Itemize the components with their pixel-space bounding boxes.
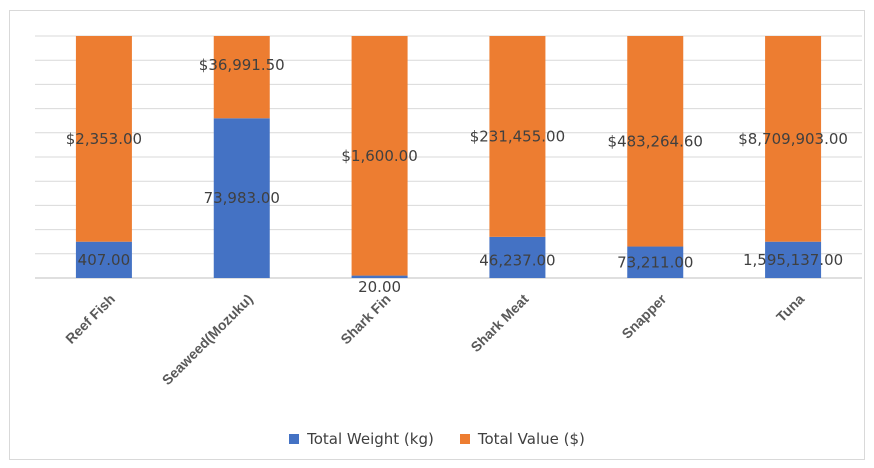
bar-weight-2 [351, 275, 408, 278]
chart-area [9, 10, 865, 460]
bar-weight-3 [489, 236, 546, 278]
bar-value-0 [75, 36, 132, 242]
category-label-2: Shark Fin [337, 291, 393, 347]
bar-value-3 [489, 36, 546, 237]
legend-swatch-weight [289, 434, 300, 444]
data-label-weight-1: 73,983.00 [204, 189, 280, 207]
bar-value-5 [765, 36, 822, 242]
data-label-weight-0: 407.00 [78, 251, 131, 269]
gridlines [35, 35, 862, 279]
bar-value-1 [213, 36, 270, 119]
data-label-value-3: $231,455.00 [470, 127, 565, 145]
data-label-weight-3: 46,237.00 [479, 251, 555, 269]
data-label-value-2: $1,600.00 [341, 147, 417, 165]
data-label-weight-4: 73,211.00 [617, 253, 693, 271]
bar-chart: 407.00 $2,353.00 73,983.00 $36,991.50 20.00 $… [35, 35, 862, 388]
category-labels: Reef Fish Seaweed(Mozuku) Shark Fin Shark M… [62, 290, 807, 388]
bar-weight-5 [765, 241, 822, 278]
category-label-1: Seaweed(Mozuku) [159, 291, 256, 388]
category-label-0: Reef Fish [62, 291, 118, 347]
data-label-value-5: $8,709,903.00 [738, 130, 848, 148]
legend-item-weight: Total Weight (kg) [289, 430, 434, 448]
legend-swatch-value [459, 434, 470, 444]
bar-value-2 [351, 36, 408, 276]
category-label-5: Tuna [773, 291, 807, 325]
data-labels: 407.00 $2,353.00 73,983.00 $36,991.50 20.00 $… [66, 56, 848, 296]
legend: Total Weight (kg) Total Value ($) [0, 430, 874, 448]
category-label-3: Shark Meat [467, 291, 531, 355]
bar-weight-0 [75, 241, 132, 278]
category-label-4: Snapper [618, 290, 669, 341]
data-label-value-4: $483,264.60 [608, 132, 703, 150]
bars [75, 36, 822, 278]
data-label-value-1: $36,991.50 [199, 56, 285, 74]
bar-value-4 [627, 36, 684, 247]
data-label-weight-2: 20.00 [358, 278, 401, 296]
legend-item-value: Total Value ($) [459, 430, 585, 448]
bar-weight-1 [213, 118, 270, 278]
data-label-value-0: $2,353.00 [66, 130, 142, 148]
bar-weight-4 [627, 246, 684, 278]
legend-label-weight: Total Weight (kg) [307, 430, 434, 448]
legend-label-value: Total Value ($) [477, 430, 585, 448]
data-label-weight-5: 1,595,137.00 [743, 251, 843, 269]
